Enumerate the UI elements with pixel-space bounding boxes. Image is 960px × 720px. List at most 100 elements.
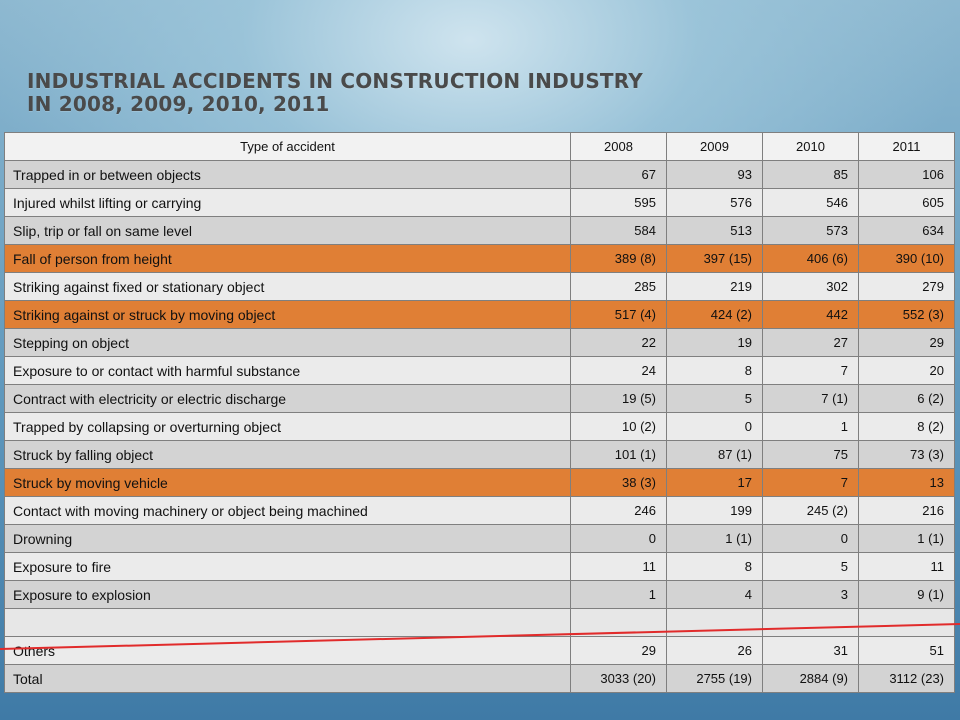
value-cell-2009: 397 (15) xyxy=(666,244,763,273)
table-row: Contract with electricity or electric di… xyxy=(4,384,955,413)
value-cell-2008 xyxy=(570,608,667,637)
value-cell-2011: 605 xyxy=(858,188,955,217)
value-cell-2011: 11 xyxy=(858,552,955,581)
value-cell-2011: 13 xyxy=(858,468,955,497)
table-row: Drowning 0 1 (1) 0 1 (1) xyxy=(4,524,955,553)
value-cell-2010: 75 xyxy=(762,440,859,469)
value-cell-2008: 0 xyxy=(570,524,667,553)
value-cell-2010: 27 xyxy=(762,328,859,357)
accident-type-cell: Fall of person from height xyxy=(4,244,571,273)
value-cell-2010: 442 xyxy=(762,300,859,329)
value-cell-2011: 552 (3) xyxy=(858,300,955,329)
value-cell-2009: 219 xyxy=(666,272,763,301)
value-cell-2008: 584 xyxy=(570,216,667,245)
accident-type-cell: Others xyxy=(4,636,571,665)
value-cell-2010: 0 xyxy=(762,524,859,553)
value-cell-2008: 19 (5) xyxy=(570,384,667,413)
table-row-total: Total 3033 (20) 2755 (19) 2884 (9) 3112 … xyxy=(4,664,955,693)
value-cell-2011: 73 (3) xyxy=(858,440,955,469)
value-cell-2009 xyxy=(666,608,763,637)
value-cell-2011 xyxy=(858,608,955,637)
value-cell-2010: 7 (1) xyxy=(762,384,859,413)
value-cell-2011: 8 (2) xyxy=(858,412,955,441)
value-cell-2008: 38 (3) xyxy=(570,468,667,497)
accidents-table: Type of accident 2008 2009 2010 2011 Tra… xyxy=(4,132,955,693)
title-line-2: IN 2008, 2009, 2010, 2011 xyxy=(27,92,330,116)
value-cell-2008: 1 xyxy=(570,580,667,609)
value-cell-2008: 11 xyxy=(570,552,667,581)
accident-type-cell: Struck by falling object xyxy=(4,440,571,469)
value-cell-2009: 17 xyxy=(666,468,763,497)
value-cell-2011: 106 xyxy=(858,160,955,189)
table-row: Exposure to explosion 1 4 3 9 (1) xyxy=(4,580,955,609)
value-cell-2011: 1 (1) xyxy=(858,524,955,553)
value-cell-2009: 93 xyxy=(666,160,763,189)
table-row: Others 29 26 31 51 xyxy=(4,636,955,665)
value-cell-2009: 1 (1) xyxy=(666,524,763,553)
value-cell-2008: 3033 (20) xyxy=(570,664,667,693)
table-row: Exposure to or contact with harmful subs… xyxy=(4,356,955,385)
table-row-highlighted: Fall of person from height 389 (8) 397 (… xyxy=(4,244,955,273)
table-row: Exposure to fire 11 8 5 11 xyxy=(4,552,955,581)
value-cell-2008: 389 (8) xyxy=(570,244,667,273)
table-row: Injured whilst lifting or carrying 595 5… xyxy=(4,188,955,217)
value-cell-2008: 595 xyxy=(570,188,667,217)
header-year-2010: 2010 xyxy=(762,132,859,161)
value-cell-2011: 29 xyxy=(858,328,955,357)
value-cell-2009: 5 xyxy=(666,384,763,413)
value-cell-2010: 406 (6) xyxy=(762,244,859,273)
header-year-2011: 2011 xyxy=(858,132,955,161)
value-cell-2008: 246 xyxy=(570,496,667,525)
accident-type-cell: Exposure to or contact with harmful subs… xyxy=(4,356,571,385)
accident-type-cell: Drowning xyxy=(4,524,571,553)
value-cell-2010: 7 xyxy=(762,356,859,385)
table-row-highlighted: Struck by moving vehicle 38 (3) 17 7 13 xyxy=(4,468,955,497)
value-cell-2010: 1 xyxy=(762,412,859,441)
accident-type-cell: Stepping on object xyxy=(4,328,571,357)
table-row: Trapped by collapsing or overturning obj… xyxy=(4,412,955,441)
accident-type-cell: Contact with moving machinery or object … xyxy=(4,496,571,525)
value-cell-2010: 31 xyxy=(762,636,859,665)
value-cell-2011: 390 (10) xyxy=(858,244,955,273)
value-cell-2011: 51 xyxy=(858,636,955,665)
table-row: Striking against fixed or stationary obj… xyxy=(4,272,955,301)
value-cell-2011: 3112 (23) xyxy=(858,664,955,693)
value-cell-2010: 85 xyxy=(762,160,859,189)
accident-type-cell: Exposure to fire xyxy=(4,552,571,581)
accident-type-cell: Struck by moving vehicle xyxy=(4,468,571,497)
value-cell-2008: 22 xyxy=(570,328,667,357)
value-cell-2008: 29 xyxy=(570,636,667,665)
table-row: Struck by falling object 101 (1) 87 (1) … xyxy=(4,440,955,469)
table-row-blank xyxy=(4,608,955,637)
value-cell-2008: 517 (4) xyxy=(570,300,667,329)
value-cell-2011: 279 xyxy=(858,272,955,301)
page-title: INDUSTRIAL ACCIDENTS IN CONSTRUCTION IND… xyxy=(27,70,927,116)
header-year-2008: 2008 xyxy=(570,132,667,161)
value-cell-2009: 87 (1) xyxy=(666,440,763,469)
value-cell-2009: 4 xyxy=(666,580,763,609)
title-line-1: INDUSTRIAL ACCIDENTS IN CONSTRUCTION IND… xyxy=(27,69,643,93)
value-cell-2008: 10 (2) xyxy=(570,412,667,441)
value-cell-2010: 245 (2) xyxy=(762,496,859,525)
value-cell-2010: 3 xyxy=(762,580,859,609)
header-type-of-accident: Type of accident xyxy=(4,132,571,161)
accident-type-cell: Slip, trip or fall on same level xyxy=(4,216,571,245)
value-cell-2011: 216 xyxy=(858,496,955,525)
value-cell-2010: 2884 (9) xyxy=(762,664,859,693)
value-cell-2008: 285 xyxy=(570,272,667,301)
value-cell-2010 xyxy=(762,608,859,637)
value-cell-2010: 5 xyxy=(762,552,859,581)
value-cell-2010: 7 xyxy=(762,468,859,497)
table-row: Slip, trip or fall on same level 584 513… xyxy=(4,216,955,245)
value-cell-2010: 546 xyxy=(762,188,859,217)
accident-type-cell: Striking against or struck by moving obj… xyxy=(4,300,571,329)
value-cell-2011: 634 xyxy=(858,216,955,245)
accident-type-cell: Total xyxy=(4,664,571,693)
value-cell-2011: 20 xyxy=(858,356,955,385)
value-cell-2009: 0 xyxy=(666,412,763,441)
accident-type-cell: Trapped in or between objects xyxy=(4,160,571,189)
value-cell-2009: 576 xyxy=(666,188,763,217)
accident-type-cell: Contract with electricity or electric di… xyxy=(4,384,571,413)
value-cell-2008: 67 xyxy=(570,160,667,189)
accident-type-cell: Injured whilst lifting or carrying xyxy=(4,188,571,217)
